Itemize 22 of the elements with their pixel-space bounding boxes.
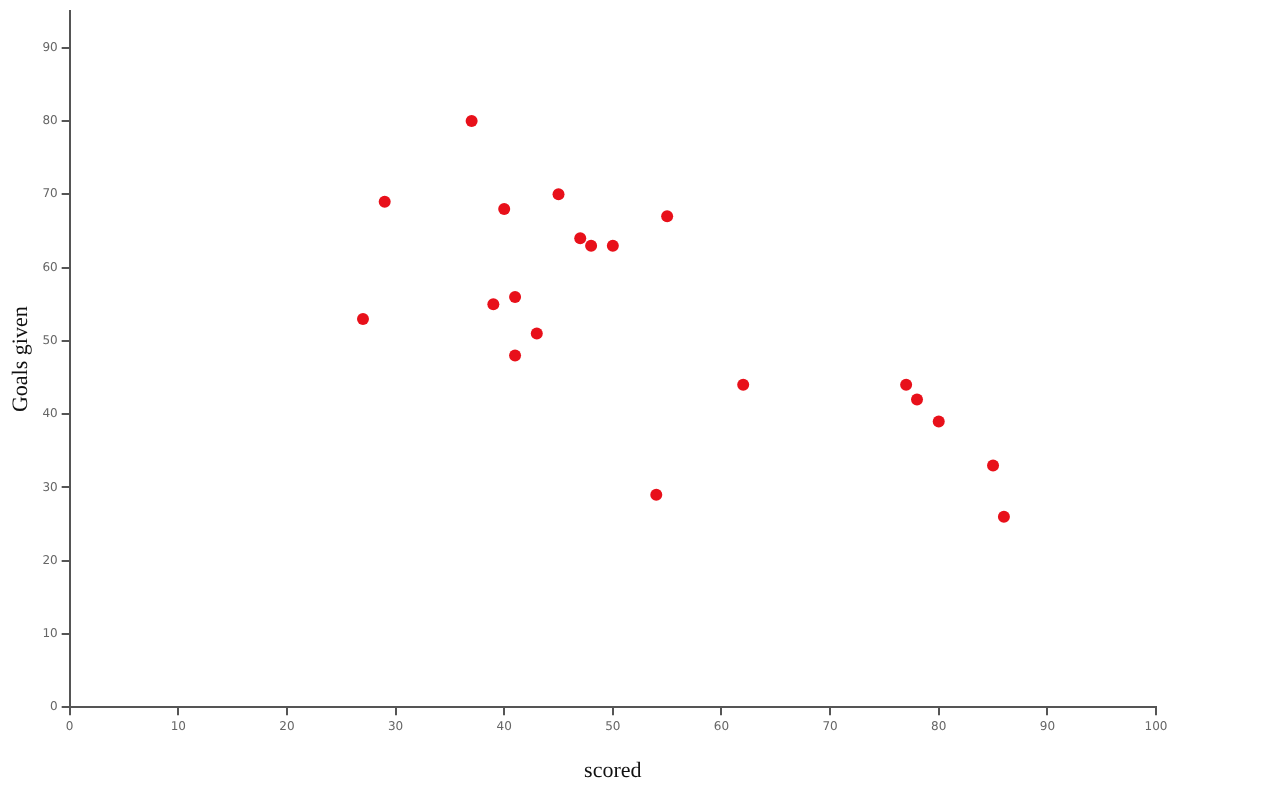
x-axis-title: scored [584, 758, 643, 783]
point [509, 349, 522, 362]
point [737, 378, 750, 391]
point [465, 115, 478, 128]
point [356, 312, 369, 325]
point [606, 239, 619, 252]
point [650, 488, 663, 501]
point [552, 188, 565, 201]
point [574, 232, 587, 245]
point [661, 210, 674, 223]
point [997, 510, 1010, 523]
point [932, 415, 945, 428]
point [911, 393, 924, 406]
point [378, 195, 391, 208]
point [585, 239, 598, 252]
point [498, 203, 511, 216]
point [509, 290, 522, 303]
point [530, 327, 543, 340]
point [900, 378, 913, 391]
point [487, 298, 500, 311]
y-axis-title: Goals given [8, 305, 33, 413]
point [987, 459, 1000, 472]
